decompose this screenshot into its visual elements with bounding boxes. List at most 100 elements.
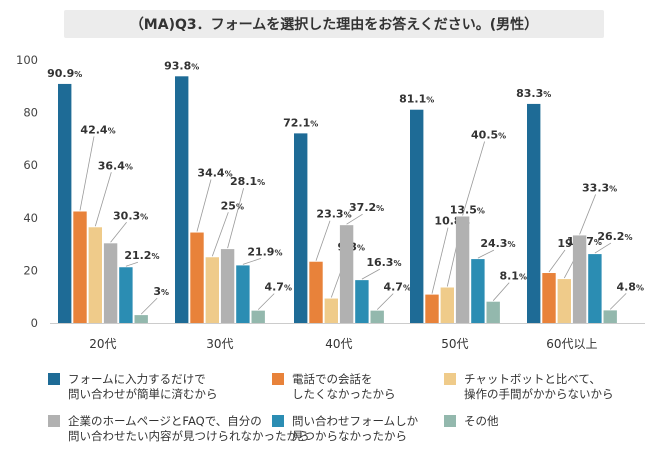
- leader-line: [594, 242, 612, 254]
- bar: [58, 83, 72, 323]
- data-label: 23.3%: [316, 208, 351, 221]
- legend-label: その他: [464, 414, 499, 428]
- leader-line: [462, 141, 485, 216]
- legend-item: 電話での会話を したくなかったから: [272, 372, 396, 402]
- leader-line: [242, 258, 262, 265]
- y-tick-label: 0: [31, 316, 38, 330]
- x-tick-label: 30代: [206, 337, 233, 351]
- legend-swatch: [444, 373, 456, 385]
- y-tick-label: 60: [23, 158, 38, 172]
- bar: [425, 294, 439, 323]
- leader-line: [257, 293, 275, 310]
- bar: [73, 211, 87, 323]
- leader-line: [431, 227, 449, 294]
- y-tick-label: 80: [23, 106, 38, 120]
- data-label: 3%: [153, 285, 169, 298]
- legend-swatch: [272, 415, 284, 427]
- legend-swatch: [272, 373, 284, 385]
- bar: [134, 315, 148, 323]
- leader-line: [579, 194, 596, 235]
- bar: [205, 257, 219, 323]
- bar: [119, 267, 133, 323]
- leader-line: [548, 249, 566, 273]
- bar: [588, 254, 602, 323]
- legend-swatch: [48, 373, 60, 385]
- data-label: 4.8%: [616, 280, 644, 293]
- y-tick-label: 20: [23, 263, 38, 277]
- leader-line: [227, 187, 244, 249]
- data-label: 21.9%: [247, 245, 282, 258]
- bar: [603, 310, 617, 323]
- bar: [339, 225, 354, 323]
- legend-swatch: [48, 415, 60, 427]
- leader-line: [609, 293, 627, 310]
- data-label: 28.1%: [230, 175, 265, 188]
- data-label: 8.1%: [499, 270, 527, 283]
- bar: [309, 261, 323, 323]
- bar: [486, 301, 500, 323]
- bar: [527, 103, 541, 324]
- legend-item: 問い合わせフォームしか 見つからなかったから: [272, 414, 418, 444]
- bar: [440, 287, 454, 323]
- leader-line: [94, 172, 112, 227]
- bar: [324, 298, 338, 323]
- leader-line: [376, 293, 394, 310]
- bar: [370, 310, 384, 323]
- data-label: 30.3%: [113, 209, 148, 222]
- data-label: 24.3%: [480, 237, 515, 250]
- data-label: 40.5%: [471, 128, 506, 141]
- data-label: 21.2%: [124, 249, 159, 262]
- leader-line: [110, 222, 127, 243]
- bar: [294, 133, 308, 323]
- data-label: 83.3%: [516, 87, 551, 100]
- data-label: 37.2%: [349, 201, 384, 214]
- bar: [220, 249, 235, 323]
- leader-line: [196, 179, 212, 232]
- bar: [455, 216, 470, 323]
- x-tick-label: 40代: [325, 337, 352, 351]
- x-tick-label: 20代: [89, 337, 116, 351]
- bar: [471, 259, 485, 323]
- data-label: 72.1%: [283, 116, 318, 129]
- data-label: 4.7%: [264, 281, 292, 294]
- leader-line: [477, 249, 495, 259]
- legend-label: 問い合わせフォームしか 見つからなかったから: [292, 414, 419, 443]
- data-label: 16.3%: [366, 256, 401, 269]
- bar: [236, 265, 250, 323]
- legend-label: フォームに入力するだけで 問い合わせが簡単に済むから: [68, 372, 218, 401]
- data-label: 13.5%: [450, 203, 485, 216]
- bar: [175, 76, 189, 323]
- bar: [355, 280, 369, 323]
- bar: [190, 232, 204, 323]
- leader-line: [346, 213, 363, 225]
- leader-line: [315, 220, 331, 261]
- leader-line: [361, 268, 381, 280]
- leader-line: [211, 212, 229, 257]
- legend-label: チャットボットと比べて、 操作の手間がかからないから: [464, 372, 614, 401]
- data-label: 4.7%: [383, 281, 411, 294]
- x-tick-label: 60代以上: [546, 337, 597, 351]
- data-label: 81.1%: [399, 93, 434, 106]
- leader-line: [140, 297, 158, 315]
- bar-chart: 0 20 40 60 80 100 90.9% 42.4% 36.4% 30.3% 21.2% 3% 2…: [16, 53, 645, 351]
- legend-item: フォームに入力するだけで 問い合わせが簡単に済むから: [48, 372, 218, 402]
- bar: [572, 235, 587, 323]
- data-label: 33.3%: [582, 181, 617, 194]
- bar: [251, 310, 265, 323]
- bar: [557, 279, 571, 323]
- legend-swatch: [444, 415, 456, 427]
- legend-item: 企業のホームページとFAQで、自分の 問い合わせたい内容が見つけられなかったから: [48, 414, 310, 444]
- y-tick-label: 40: [23, 211, 38, 225]
- legend-label: 企業のホームページとFAQで、自分の 問い合わせたい内容が見つけられなかったから: [68, 414, 310, 443]
- bar: [410, 109, 424, 323]
- data-label: 34.4%: [197, 167, 232, 180]
- data-label: 36.4%: [98, 159, 133, 172]
- leader-line: [492, 282, 510, 301]
- leader-line: [125, 261, 139, 267]
- bar: [103, 243, 118, 323]
- chart-title: （MA)Q3．フォームを選択した理由をお答えください。(男性）: [64, 10, 604, 38]
- data-label: 93.8%: [164, 59, 199, 72]
- bar: [542, 273, 556, 323]
- y-tick-label: 100: [16, 53, 38, 67]
